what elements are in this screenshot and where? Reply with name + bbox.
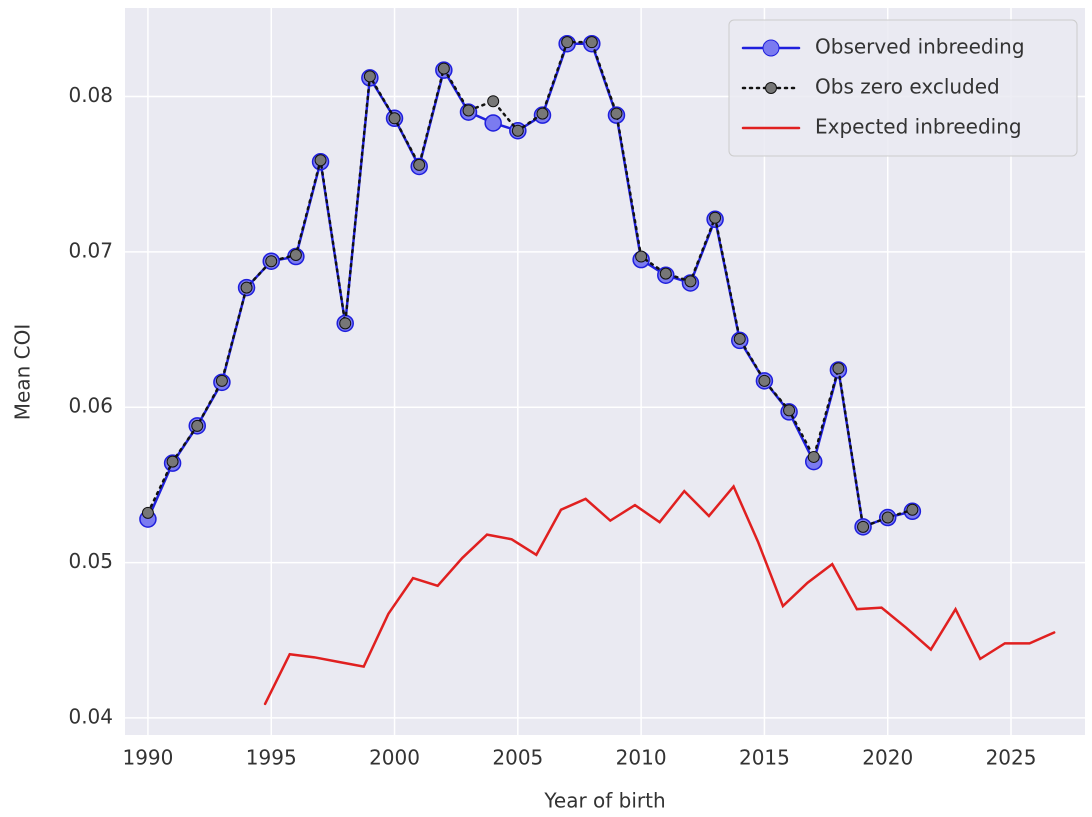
legend-box <box>728 19 1078 157</box>
data-point <box>363 70 376 83</box>
data-point <box>684 275 697 288</box>
data-point <box>166 455 179 468</box>
data-point <box>413 158 426 171</box>
data-point <box>906 503 919 516</box>
x-tick-label: 2015 <box>739 746 790 770</box>
data-point <box>635 250 648 263</box>
data-point <box>339 317 352 330</box>
data-point <box>289 248 302 261</box>
y-tick-label: 0.07 <box>68 238 113 262</box>
data-point <box>141 506 154 519</box>
legend-marker <box>765 82 777 94</box>
legend-label: Observed inbreeding <box>815 35 1025 59</box>
data-point <box>832 362 845 375</box>
data-point <box>462 104 475 117</box>
x-tick-label: 2005 <box>492 746 543 770</box>
data-point <box>511 124 524 137</box>
marks <box>139 34 1056 706</box>
data-point <box>610 107 623 120</box>
x-tick-label: 1995 <box>246 746 297 770</box>
data-point <box>807 450 820 463</box>
data-point <box>709 211 722 224</box>
x-tick-label: 2020 <box>862 746 913 770</box>
data-point <box>437 62 450 75</box>
data-point <box>758 374 771 387</box>
data-point <box>585 36 598 49</box>
y-axis-label: Mean COI <box>11 324 35 420</box>
data-point <box>857 520 870 533</box>
x-axis-label: Year of birth <box>543 789 665 813</box>
y-tick-label: 0.06 <box>68 394 113 418</box>
data-point <box>240 281 253 294</box>
data-point <box>314 154 327 167</box>
legend: Observed inbreeding Obs zero excluded Expe… <box>728 19 1078 157</box>
y-tick-label: 0.05 <box>68 549 113 573</box>
y-tick-label: 0.08 <box>68 83 113 107</box>
legend-label: Expected inbreeding <box>815 115 1022 139</box>
legend-label: Obs zero excluded <box>815 75 1000 99</box>
data-point <box>536 107 549 120</box>
data-point <box>881 511 894 524</box>
data-point <box>484 114 502 132</box>
x-tick-label: 2025 <box>986 746 1037 770</box>
data-point <box>191 419 204 432</box>
x-tick-label: 1990 <box>122 746 173 770</box>
data-point <box>265 255 278 268</box>
data-point <box>388 112 401 125</box>
legend-marker <box>762 39 780 57</box>
data-point <box>783 404 796 417</box>
data-point <box>487 95 500 108</box>
data-point <box>561 36 574 49</box>
data-point <box>733 332 746 345</box>
x-tick-label: 2000 <box>369 746 420 770</box>
y-tick-label: 0.04 <box>68 704 113 728</box>
series-line <box>263 484 1056 706</box>
x-tick-label: 2010 <box>616 746 667 770</box>
data-point <box>215 374 228 387</box>
data-point <box>659 267 672 280</box>
